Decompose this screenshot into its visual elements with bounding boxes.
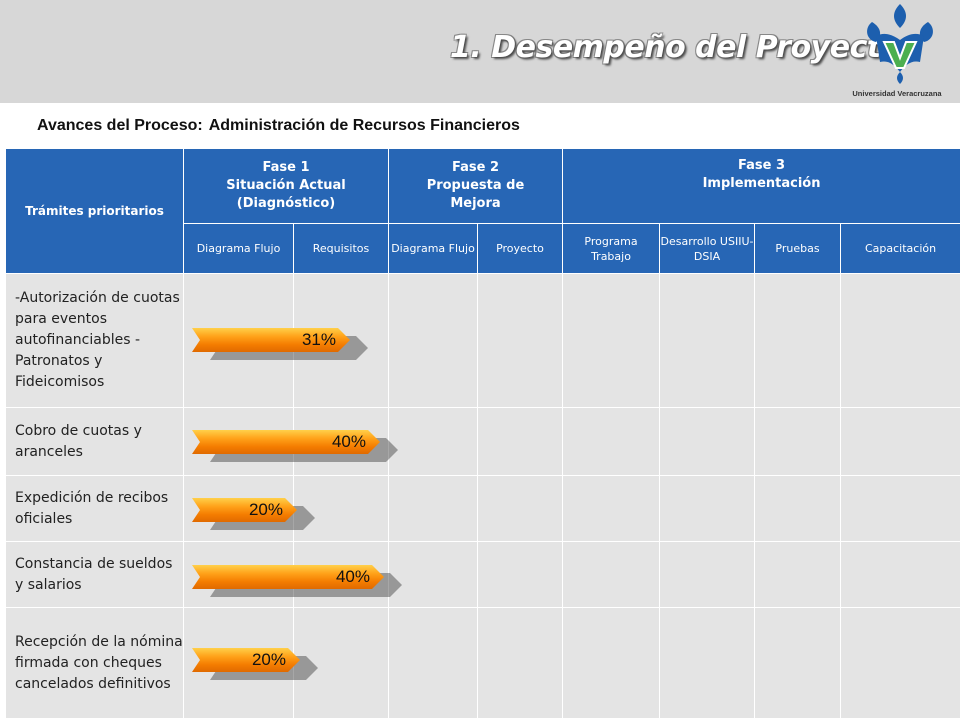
phase-1-line1: Fase 1 <box>262 160 310 175</box>
table-cell <box>754 273 841 408</box>
table-cell <box>477 541 563 608</box>
table-cell <box>477 407 563 476</box>
row-header-tramites: Trámites prioritarios <box>5 148 184 274</box>
phase-2-header: Fase 2 Propuesta de Mejora <box>388 148 563 224</box>
phase-2-line1: Fase 2 <box>451 160 500 175</box>
table-cell <box>839 407 960 476</box>
table-cell <box>659 607 755 719</box>
table-cell <box>293 607 389 719</box>
phase-3-line1: Fase 3 <box>738 158 786 173</box>
subphase-diagrama-flujo-1: Diagrama Flujo <box>183 223 294 274</box>
table-row: Constancia de sueldos y salarios <box>5 541 960 608</box>
table-cell <box>293 475 389 542</box>
logo-caption: Universidad Veracruzana <box>852 89 942 98</box>
progress-bar-row-2: 40% <box>192 430 380 454</box>
row-label: Constancia de sueldos y salarios <box>5 541 184 608</box>
table-row: -Autorización de cuotas para eventos aut… <box>5 273 960 408</box>
university-logo <box>867 4 933 84</box>
phase-3-header: Fase 3 Implementación <box>561 148 960 224</box>
subphase-requisitos: Requisitos <box>293 223 389 274</box>
progress-percent: 40% <box>335 567 370 586</box>
table-cell <box>659 273 755 408</box>
table-cell <box>388 607 478 719</box>
table-cell <box>562 475 660 542</box>
subtitle-process: Administración de Recursos Financieros <box>208 117 520 134</box>
table-cell <box>754 475 841 542</box>
row-label: Recepción de la nómina firmada con chequ… <box>5 607 184 719</box>
row-label: Expedición de recibos oficiales <box>5 475 184 542</box>
table-cell <box>562 607 660 719</box>
table-cell <box>754 407 841 476</box>
progress-arrow <box>192 565 384 589</box>
progress-bar-row-5: 20% <box>192 648 300 672</box>
progress-percent: 40% <box>331 432 366 451</box>
table-cell <box>562 407 660 476</box>
phase-2-line2: Propuesta de <box>426 178 525 193</box>
subphase-programa-trabajo: Programa Trabajo <box>562 223 660 274</box>
progress-arrow <box>192 498 297 522</box>
table-cell <box>388 273 478 408</box>
progress-percent: 20% <box>248 500 283 519</box>
subtitle-prefix: Avances del Proceso: <box>37 117 203 134</box>
table-cell <box>388 407 478 476</box>
subphase-diagrama-flujo-2: Diagrama Flujo <box>388 223 478 274</box>
table-cell <box>659 541 755 608</box>
progress-percent: 31% <box>301 330 336 349</box>
progress-table: Trámites prioritarios Fase 1 Situación A… <box>5 148 960 719</box>
row-label: Cobro de cuotas y aranceles <box>5 407 184 476</box>
progress-arrow <box>192 430 380 454</box>
progress-arrow <box>192 328 350 352</box>
table-cell <box>388 475 478 542</box>
table-cell <box>839 273 960 408</box>
progress-bar-row-1: 31% <box>192 328 350 352</box>
progress-arrow <box>192 648 300 672</box>
row-label: -Autorización de cuotas para eventos aut… <box>5 273 184 408</box>
progress-bar-row-4: 40% <box>192 565 384 589</box>
phase-1-line3: (Diagnóstico) <box>236 196 336 211</box>
table-cell <box>477 475 563 542</box>
phase-2-line3: Mejora <box>450 196 501 211</box>
table-cell <box>659 407 755 476</box>
slide-title: 1. Desempeño del Proyecto <box>450 30 901 65</box>
table-cell <box>839 541 960 608</box>
table-cell <box>754 541 841 608</box>
progress-bar-row-3: 20% <box>192 498 297 522</box>
table-cell <box>839 607 960 719</box>
table-row: Cobro de cuotas y aranceles <box>5 407 960 476</box>
table-cell <box>477 607 563 719</box>
subphase-desarrollo: Desarrollo USIIU-DSIA <box>659 223 755 274</box>
phase-1-header: Fase 1 Situación Actual (Diagnóstico) <box>183 148 389 224</box>
phase-1-line2: Situación Actual <box>226 178 346 193</box>
table-row: Expedición de recibos oficiales <box>5 475 960 542</box>
subphase-proyecto: Proyecto <box>477 223 563 274</box>
title-banner <box>0 0 960 103</box>
table-cell <box>562 541 660 608</box>
process-subtitle: Avances del Proceso: Administración de Re… <box>37 117 520 135</box>
progress-percent: 20% <box>251 650 286 669</box>
subphase-capacitacion: Capacitación <box>839 223 960 274</box>
table-cell <box>562 273 660 408</box>
table-row: Recepción de la nómina firmada con chequ… <box>5 607 960 719</box>
phase-3-line2: Implementación <box>702 176 821 191</box>
table-cell <box>839 475 960 542</box>
table-cell <box>477 273 563 408</box>
table-cell <box>754 607 841 719</box>
progress-table-container: Trámites prioritarios Fase 1 Situación A… <box>5 148 960 720</box>
table-cell <box>659 475 755 542</box>
subphase-pruebas: Pruebas <box>754 223 841 274</box>
table-cell <box>388 541 478 608</box>
